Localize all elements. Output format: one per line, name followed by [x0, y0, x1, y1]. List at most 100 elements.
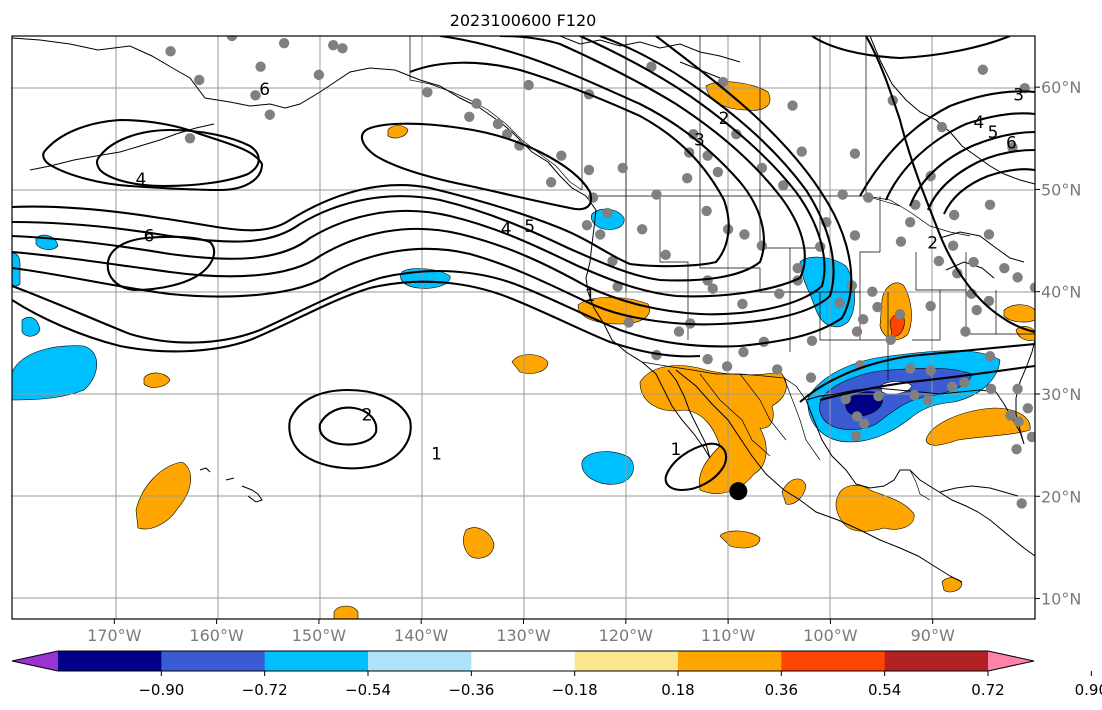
- station-marker: [806, 335, 818, 346]
- station-marker: [925, 365, 936, 376]
- blue-region-pacific-west: [12, 345, 97, 401]
- station-marker: [985, 383, 997, 395]
- contour-line: [106, 235, 216, 292]
- coastlines: [12, 36, 1035, 583]
- colorbar-segment: [161, 651, 266, 671]
- station-marker: [422, 87, 433, 98]
- colorbar-segment: [884, 651, 989, 671]
- lon-tick-label: 150°W: [292, 626, 347, 645]
- station-marker: [646, 61, 657, 72]
- contour-label: 2: [927, 234, 938, 254]
- contour-label: 6: [259, 80, 270, 100]
- station-marker: [960, 326, 971, 337]
- lon-tick-label: 100°W: [803, 626, 858, 645]
- contour-label: 2: [362, 405, 373, 425]
- colorbar-segment: [574, 651, 679, 671]
- station-marker: [872, 301, 883, 313]
- station-marker: [936, 121, 948, 133]
- lon-tick-label: 110°W: [701, 626, 756, 645]
- contour-line: [12, 36, 826, 316]
- station-marker: [756, 240, 768, 251]
- station-marker: [787, 100, 798, 111]
- dark-blue-core-gulf: [845, 391, 883, 417]
- location-marker: [729, 482, 748, 501]
- coast-gulf-north: [805, 387, 997, 401]
- lat-tick-label: 40°N: [1041, 283, 1081, 302]
- station-marker: [464, 111, 475, 123]
- contour-line: [42, 118, 264, 192]
- lat-tick-label: 20°N: [1041, 487, 1081, 506]
- station-marker: [737, 298, 748, 310]
- colorbar-tick-label: 0.72: [971, 681, 1004, 699]
- station-marker: [984, 350, 996, 362]
- contour-label: 3: [694, 130, 705, 150]
- station-marker: [707, 283, 718, 294]
- border-alaska-canada: [409, 36, 583, 191]
- station-marker: [840, 393, 851, 405]
- station-marker: [660, 249, 671, 261]
- colorbar-tick-label: −0.90: [138, 681, 184, 699]
- station-marker: [850, 430, 862, 442]
- station-marker: [194, 74, 205, 86]
- contour-label: 2: [719, 109, 730, 129]
- station-marker: [602, 207, 613, 219]
- lon-tick-label: 90°W: [911, 626, 955, 645]
- orange-region-gulf-west: [941, 577, 963, 593]
- station-marker: [772, 364, 783, 375]
- contour-line: [360, 122, 592, 211]
- station-marker: [946, 381, 958, 393]
- map-axes: 170°W 160°W 150°W 140°W 130°W 120°W 110°W 100°W…: [87, 78, 1081, 645]
- station-marker: [523, 79, 534, 91]
- lon-tick-label: 130°W: [496, 626, 551, 645]
- orange-region-east-small: [1003, 304, 1035, 323]
- borders-canada-provinces: [581, 36, 901, 207]
- contour-line: [12, 61, 730, 268]
- contour-line: [12, 36, 853, 348]
- red-core-oklahoma: [889, 314, 905, 337]
- contour-label: 5: [988, 123, 999, 143]
- orange-region-pacific-32n: [143, 372, 171, 388]
- contour-line: [943, 168, 1035, 215]
- station-marker: [959, 377, 970, 388]
- station-marker: [858, 418, 870, 429]
- orange-region-aleutian: [387, 125, 409, 139]
- colorbar-tick-label: 0.36: [765, 681, 798, 699]
- lat-tick-label: 60°N: [1041, 78, 1081, 97]
- colorbar-tick-label: −0.18: [552, 681, 598, 699]
- station-marker: [1013, 416, 1024, 427]
- station-marker: [867, 286, 878, 297]
- coast-hawaii: [199, 467, 263, 503]
- station-marker: [226, 36, 238, 42]
- figure-title: 2023100600 F120: [450, 11, 597, 30]
- contour-label: 4: [973, 113, 984, 133]
- station-marker: [977, 64, 989, 75]
- station-marker: [583, 164, 595, 176]
- colorbar-tick-label: 0.54: [868, 681, 901, 699]
- station-marker: [471, 98, 482, 109]
- station-marker: [702, 354, 713, 365]
- contour-line: [12, 36, 835, 326]
- station-marker: [492, 118, 504, 130]
- station-marker: [712, 166, 724, 178]
- lon-tick-label: 160°W: [189, 626, 244, 645]
- coast-mexico-west: [675, 369, 963, 583]
- lat-tick-label: 50°N: [1041, 180, 1081, 199]
- station-marker: [904, 216, 916, 228]
- colorbar-extend-high: [988, 651, 1034, 671]
- station-marker: [966, 288, 977, 299]
- colorbar-tick-label: 0.90: [1075, 681, 1102, 699]
- station-marker: [701, 205, 712, 217]
- colorbar-segment: [264, 651, 369, 671]
- contour-line: [819, 364, 1035, 402]
- coast-baja: [655, 369, 711, 459]
- colorbar-segment: [368, 651, 472, 671]
- contour-label: 4: [501, 219, 512, 239]
- contour-line: [885, 112, 1035, 201]
- station-marker: [738, 346, 749, 358]
- colorbar-tick-label: 0.18: [661, 681, 694, 699]
- contour-line: [927, 148, 1035, 211]
- coast-alaska-south: [394, 69, 597, 211]
- lat-tick-label: 30°N: [1041, 385, 1081, 404]
- station-marker: [673, 326, 685, 337]
